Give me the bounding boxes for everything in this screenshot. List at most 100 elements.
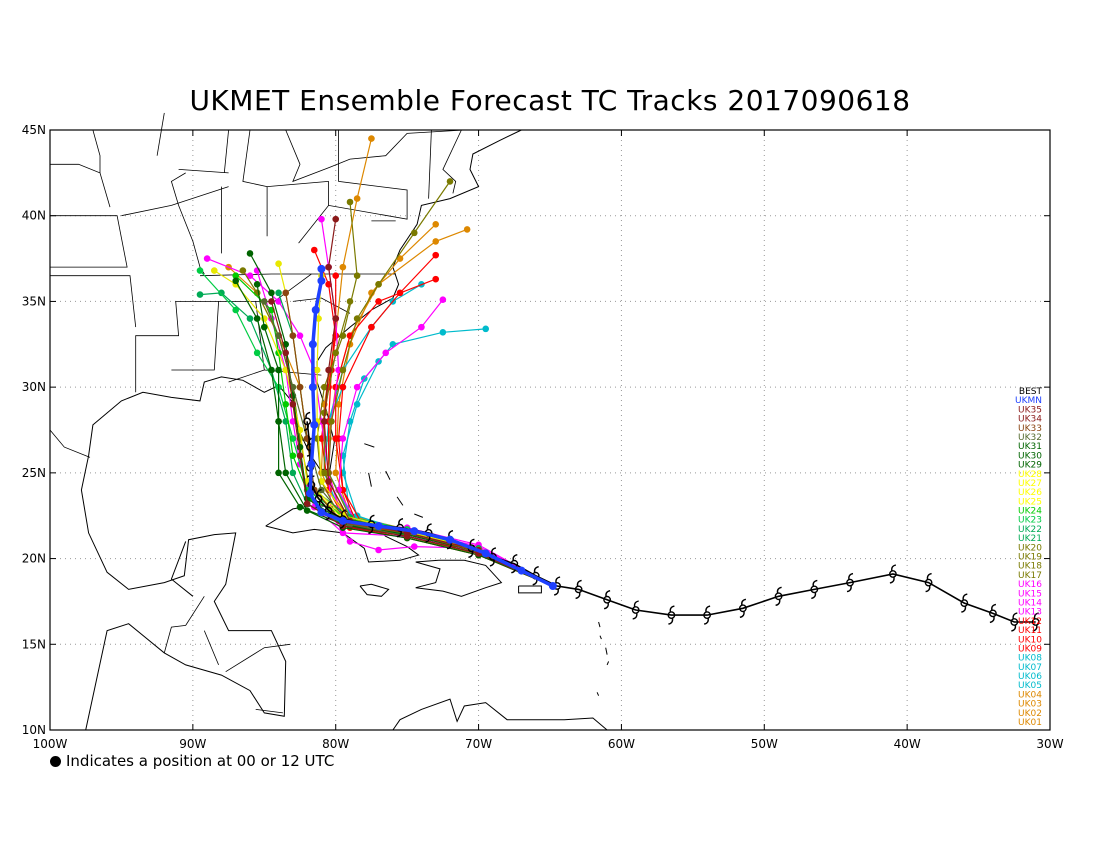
member-track-point: [296, 452, 304, 460]
mean-track-point: [311, 306, 320, 314]
member-track-line: [337, 254, 554, 587]
legend-entry: UK35: [1018, 405, 1042, 415]
member-track-point: [320, 469, 328, 477]
member-track-point: [303, 500, 311, 508]
state-border: [199, 273, 312, 277]
member-track-point: [275, 469, 282, 477]
state-border: [267, 181, 329, 187]
legend-entry: UK33: [1018, 424, 1042, 434]
hurricane-icon: [810, 579, 819, 600]
member-track-point: [210, 267, 218, 274]
member-track-point: [353, 272, 361, 280]
member-track-point: [313, 366, 321, 374]
mean-track-point: [410, 527, 419, 536]
member-track-point: [375, 298, 382, 305]
member-track-point: [232, 277, 240, 285]
state-border: [50, 163, 111, 208]
member-track-point: [432, 275, 440, 283]
member-track-line: [235, 275, 554, 587]
legend-entry: UK19: [1018, 553, 1042, 563]
mean-track-point: [446, 535, 454, 544]
member-track-point: [482, 325, 490, 333]
legend-entry: UK05: [1018, 681, 1042, 691]
y-tick-label: 10N: [22, 723, 46, 737]
hurricane-icon: [303, 411, 312, 432]
member-track-line: [213, 270, 554, 587]
mean-track-point: [306, 489, 314, 498]
member-track-point: [439, 296, 447, 304]
legend-entry: UK31: [1018, 442, 1042, 452]
mean-track-point: [308, 340, 317, 349]
hurricane-icon: [960, 593, 969, 613]
member-track-point: [320, 409, 328, 417]
coastline: [396, 496, 404, 506]
member-track-point: [320, 418, 328, 425]
country-border: [255, 709, 283, 714]
legend-entry: UK30: [1018, 451, 1042, 461]
legend-entry: UK29: [1018, 461, 1042, 471]
member-track-point: [332, 272, 340, 280]
member-track-point: [196, 267, 204, 274]
member-track-point: [246, 272, 254, 280]
member-track-point: [339, 366, 347, 374]
member-track-point: [332, 215, 340, 223]
member-track-point: [332, 315, 340, 322]
member-track-point: [439, 328, 447, 336]
member-track-point: [368, 135, 375, 142]
legend-entry: UK04: [1018, 690, 1042, 700]
state-border: [292, 297, 351, 314]
member-track-point: [339, 529, 347, 537]
member-track-line: [206, 258, 554, 587]
member-track: [232, 272, 554, 587]
x-tick-label: 50W: [751, 737, 778, 751]
member-track-point: [275, 298, 282, 305]
member-track-point: [253, 349, 261, 357]
y-tick-label: 35N: [22, 294, 46, 308]
member-track-point: [353, 400, 361, 408]
hurricane-icon: [924, 572, 933, 593]
member-track-point: [346, 298, 354, 305]
legend-entry: UK14: [1018, 599, 1042, 609]
member-track-point: [275, 418, 282, 425]
member-track-point: [315, 315, 322, 322]
coastline: [599, 635, 602, 640]
coastline: [596, 692, 600, 696]
coastline: [385, 470, 391, 480]
mean-track-line: [308, 268, 554, 588]
member-track-point: [218, 289, 225, 297]
ensemble-mean-track: [306, 264, 557, 590]
member-track-point: [253, 315, 261, 322]
state-border: [298, 130, 408, 244]
state-border: [428, 129, 432, 199]
member-track-line: [235, 280, 554, 587]
member-track-point: [410, 229, 418, 237]
member-track: [196, 267, 554, 587]
mean-track-point: [481, 549, 490, 558]
member-track-point: [253, 280, 261, 288]
y-tick-label: 25N: [22, 466, 46, 480]
hurricane-icon: [1010, 612, 1019, 632]
member-track-line: [323, 219, 554, 587]
legend-entry: UK12: [1018, 617, 1042, 627]
state-border: [135, 273, 396, 393]
member-track-point: [196, 291, 204, 298]
member-track-point: [296, 503, 304, 511]
coastlines: [49, 112, 610, 731]
state-border: [171, 301, 219, 371]
coastline: [392, 698, 608, 731]
legend-entry: UKMN: [1015, 396, 1042, 406]
mean-track-point: [317, 276, 326, 285]
mean-track-point: [548, 582, 557, 590]
legend-entry: UK27: [1018, 479, 1042, 489]
member-track-point: [296, 443, 304, 451]
member-track: [320, 215, 554, 587]
mean-track-point: [310, 420, 319, 429]
member-track-point: [325, 263, 332, 271]
legend-entry: UK24: [1018, 507, 1042, 517]
legend: BESTUKMNUK35UK34UK33UK32UK31UK30UK29UK28…: [1015, 387, 1042, 728]
member-track-point: [239, 267, 247, 274]
member-track-point: [289, 400, 297, 408]
footnote: Indicates a position at 00 or 12 UTC: [50, 752, 334, 770]
member-track-point: [463, 226, 471, 233]
